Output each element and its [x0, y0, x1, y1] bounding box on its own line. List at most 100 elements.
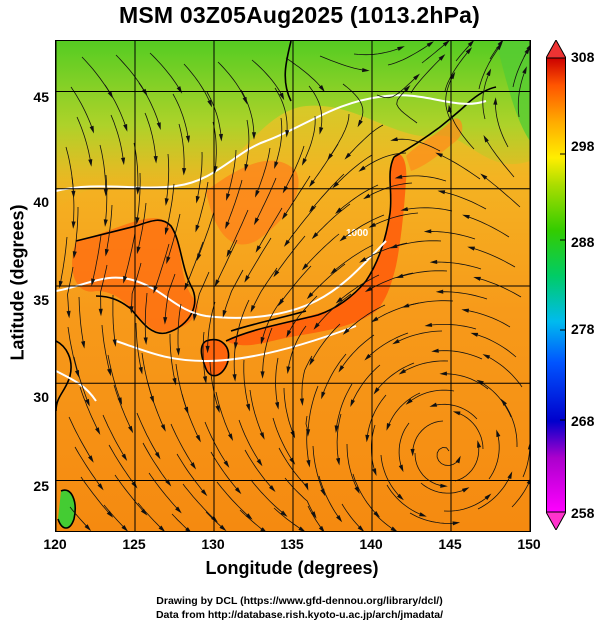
- streamline: [209, 361, 219, 410]
- streamline: [414, 452, 444, 487]
- streamline: [149, 52, 181, 91]
- wind-arrowhead: [365, 434, 370, 443]
- streamline: [322, 353, 347, 396]
- streamline: [275, 357, 279, 406]
- wind-arrowhead: [244, 163, 249, 172]
- wind-arrowhead: [392, 338, 400, 345]
- wind-arrowhead: [245, 513, 253, 520]
- wind-arrowhead: [419, 512, 427, 517]
- wind-arrowhead: [373, 387, 380, 395]
- streamline: [479, 381, 512, 418]
- streamline: [283, 387, 294, 435]
- wind-arrowhead: [117, 397, 123, 405]
- streamline: [336, 413, 342, 462]
- streamline: [105, 204, 113, 253]
- streamline: [107, 354, 122, 402]
- wind-arrowhead: [335, 207, 343, 214]
- wind-arrowhead: [403, 85, 411, 92]
- wind-arrowhead: [280, 510, 288, 517]
- streamline: [178, 123, 185, 172]
- wind-arrowhead: [211, 515, 218, 523]
- wind-arrowhead: [95, 427, 101, 435]
- streamline: [101, 324, 111, 373]
- streamline: [301, 355, 313, 403]
- wind-arrowhead: [465, 47, 473, 55]
- streamline: [223, 269, 244, 314]
- wind-arrowhead: [192, 313, 197, 322]
- wind-arrowhead: [319, 126, 324, 135]
- streamline: [351, 364, 381, 404]
- wind-arrowhead: [318, 84, 325, 93]
- wind-arrowhead: [71, 221, 76, 229]
- streamline: [421, 42, 448, 64]
- streamline: [170, 423, 195, 467]
- streamline: [375, 514, 395, 531]
- wind-arrowhead: [493, 97, 498, 105]
- wind-arrowhead: [175, 506, 182, 514]
- streamline: [371, 212, 419, 227]
- streamline: [371, 424, 376, 473]
- contour-label: 1000: [346, 228, 369, 239]
- streamline: [308, 85, 323, 131]
- wind-arrowhead: [286, 330, 292, 338]
- colorbar-gradient: [546, 57, 566, 513]
- streamline: [136, 172, 141, 221]
- streamline: [455, 42, 472, 62]
- wind-arrowhead: [507, 471, 513, 480]
- streamline: [257, 207, 283, 250]
- wind-arrowhead: [66, 310, 71, 319]
- streamline: [227, 209, 249, 254]
- wind-arrowhead: [200, 489, 208, 497]
- wind-arrowhead: [103, 219, 108, 227]
- streamline: [68, 416, 92, 460]
- wind-arrowhead: [279, 92, 285, 101]
- wind-arrowhead: [259, 432, 265, 440]
- streamline: [439, 291, 488, 300]
- wind-arrowhead: [160, 424, 166, 432]
- streamline: [142, 442, 170, 484]
- wind-arrowhead: [283, 239, 290, 247]
- wind-arrowhead: [435, 289, 444, 294]
- streamline: [165, 183, 175, 232]
- wind-arrowhead: [423, 229, 432, 234]
- wind-arrowhead: [135, 217, 140, 225]
- wind-arrowhead: [153, 155, 158, 164]
- wind-arrowhead: [467, 41, 474, 47]
- streamline: [303, 115, 316, 163]
- wind-arrowhead: [400, 206, 409, 212]
- streamline: [171, 513, 190, 531]
- wind-arrowhead: [439, 371, 447, 376]
- wind-arrowhead: [339, 235, 347, 242]
- wind-arrowhead: [431, 348, 439, 353]
- map-svg: 1000: [56, 41, 530, 531]
- streamline: [310, 323, 341, 363]
- wind-arrowhead: [138, 366, 143, 375]
- wind-arrowhead: [184, 282, 189, 291]
- streamline: [445, 75, 454, 122]
- x-tick-label: 135: [280, 536, 304, 552]
- streamline: [335, 383, 353, 430]
- streamline: [449, 108, 475, 150]
- streamline: [433, 261, 482, 270]
- wind-arrowhead: [185, 527, 191, 531]
- wind-arrowhead: [128, 425, 134, 434]
- streamline: [435, 350, 483, 360]
- wind-arrowhead: [359, 257, 367, 263]
- wind-arrowhead: [306, 459, 311, 468]
- wind-arrowhead: [313, 322, 320, 330]
- y-tick-label: 45: [33, 89, 49, 105]
- wind-arrowhead: [303, 482, 309, 491]
- streamline: [147, 382, 165, 429]
- wind-arrowhead: [483, 135, 489, 143]
- wind-arrowhead: [401, 303, 410, 308]
- streamline: [312, 445, 324, 493]
- streamline: [393, 240, 442, 248]
- streamline: [375, 362, 415, 392]
- wind-arrowhead: [373, 511, 381, 518]
- streamline: [284, 145, 305, 190]
- streamline: [123, 232, 136, 280]
- x-tick-label: 140: [359, 536, 383, 552]
- wind-arrowhead: [81, 340, 86, 349]
- streamline: [80, 476, 111, 516]
- streamline: [204, 421, 228, 465]
